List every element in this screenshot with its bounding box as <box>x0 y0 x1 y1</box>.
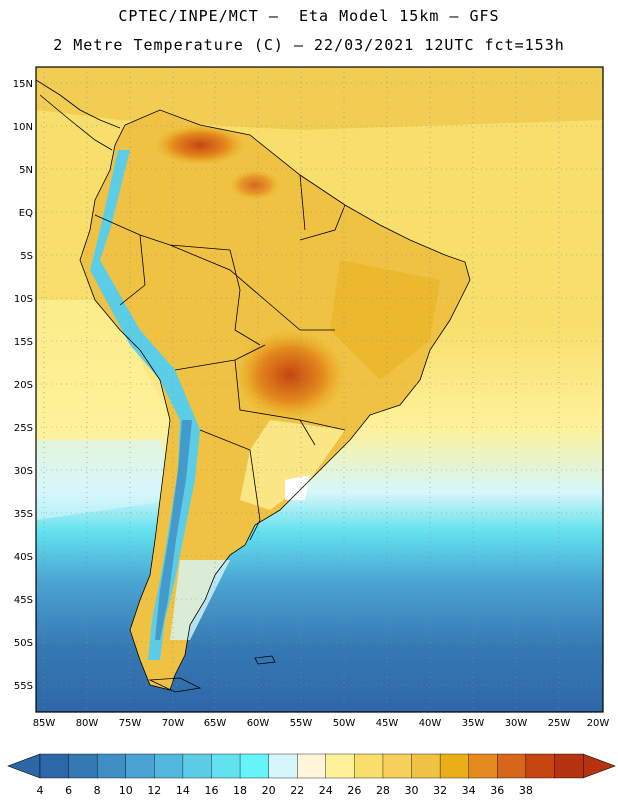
lat-label: 35S <box>14 509 33 520</box>
latitude-axis: 15N 10N 5N EQ 5S 10S 15S 20S 25S 30S 35S… <box>13 79 33 692</box>
lat-label: 5N <box>19 165 33 176</box>
lon-label: 55W <box>290 718 313 729</box>
colorbar-swatch <box>268 753 298 779</box>
falklands-outline <box>254 655 276 665</box>
colorbar-swatch <box>68 753 98 779</box>
colorbar-swatch <box>497 753 527 779</box>
lon-label: 75W <box>119 718 142 729</box>
lat-label: 25S <box>14 423 33 434</box>
map-subtitle: 2 Metre Temperature (C) – 22/03/2021 12U… <box>53 36 565 54</box>
colorbar-label: 38 <box>519 784 533 797</box>
colorbar-label: 26 <box>347 784 361 797</box>
colorbar-high-arrow <box>582 753 616 779</box>
colorbar-swatch <box>411 753 441 779</box>
map-title: CPTEC/INPE/MCT – Eta Model 15km – GFS <box>118 7 500 25</box>
colorbar-label: 6 <box>65 784 72 797</box>
colorbar-label: 10 <box>119 784 133 797</box>
colorbar-label: 32 <box>433 784 447 797</box>
colorbar-swatch <box>468 753 498 779</box>
lon-label: 35W <box>462 718 485 729</box>
lon-label: 65W <box>204 718 227 729</box>
central-america-outline <box>36 79 121 151</box>
colorbar-label: 34 <box>462 784 476 797</box>
patagonia-cool <box>170 560 230 640</box>
colorbar-swatch <box>39 753 70 779</box>
colorbar-label: 12 <box>147 784 161 797</box>
colorbar-low-arrow <box>7 753 41 779</box>
hot-core-center <box>235 330 345 420</box>
warm-east-region <box>330 260 440 380</box>
colorbar-label: 28 <box>376 784 390 797</box>
lon-label: 80W <box>76 718 99 729</box>
colorbar-swatch <box>211 753 241 779</box>
hot-core-north <box>155 125 245 165</box>
cold-pocket-south <box>285 475 310 500</box>
colorbar-label: 30 <box>405 784 419 797</box>
coastline <box>79 109 471 691</box>
pacific-warm-band <box>36 300 170 440</box>
lon-label: 70W <box>162 718 185 729</box>
colorbar-swatch <box>297 753 327 779</box>
colorbar-label: 36 <box>490 784 504 797</box>
colorbar-swatch <box>554 753 584 779</box>
colorbar-label: 18 <box>233 784 247 797</box>
colorbar: 4 6 8 10 12 14 16 18 20 22 24 26 28 30 32 34 36 38 <box>7 753 616 797</box>
colorbar-swatch <box>382 753 413 779</box>
colorbar-swatch <box>439 753 470 779</box>
lat-label: 55S <box>14 681 33 692</box>
lat-label: 10S <box>14 294 33 305</box>
map-frame <box>35 66 604 713</box>
colorbar-swatch <box>325 753 355 779</box>
colorbar-label: 24 <box>319 784 333 797</box>
colorbar-label: 14 <box>176 784 190 797</box>
colorbar-swatch <box>154 753 184 779</box>
lon-label: 40W <box>419 718 442 729</box>
lat-label: 50S <box>14 638 33 649</box>
lon-label: 30W <box>505 718 528 729</box>
lat-label: 40S <box>14 552 33 563</box>
colorbar-swatch <box>354 753 384 779</box>
hot-core-amazon <box>230 170 280 200</box>
colorbar-label: 22 <box>290 784 304 797</box>
border-lines <box>94 174 346 541</box>
longitude-axis: 85W 80W 75W 70W 65W 60W 55W 50W 45W 40W … <box>33 718 610 729</box>
lon-label: 60W <box>247 718 270 729</box>
lat-label: 10N <box>13 122 33 133</box>
colorbar-swatch <box>182 753 212 779</box>
colorbar-swatch <box>125 753 155 779</box>
pacific-cool-band <box>36 440 175 520</box>
colorbar-label: 8 <box>94 784 101 797</box>
lat-label: 15N <box>13 79 33 90</box>
lat-label: 30S <box>14 466 33 477</box>
lat-label: 20S <box>14 380 33 391</box>
colorbar-label: 16 <box>204 784 218 797</box>
lat-label: 45S <box>14 595 33 606</box>
colorbar-swatch <box>239 753 270 779</box>
andes-core <box>155 420 192 640</box>
lon-label: 20W <box>587 718 610 729</box>
cool-south-region <box>240 420 345 510</box>
lon-label: 25W <box>548 718 571 729</box>
colorbar-swatch <box>96 753 127 779</box>
lat-label: 15S <box>14 337 33 348</box>
lon-label: 45W <box>376 718 399 729</box>
colorbar-label: 4 <box>37 784 44 797</box>
lon-label: 85W <box>33 718 56 729</box>
colorbar-label: 20 <box>262 784 276 797</box>
colorbar-swatch <box>525 753 555 779</box>
lat-label: 5S <box>20 251 33 262</box>
lon-label: 50W <box>333 718 356 729</box>
tierra-del-fuego <box>148 677 202 693</box>
lat-label: EQ <box>19 208 33 219</box>
